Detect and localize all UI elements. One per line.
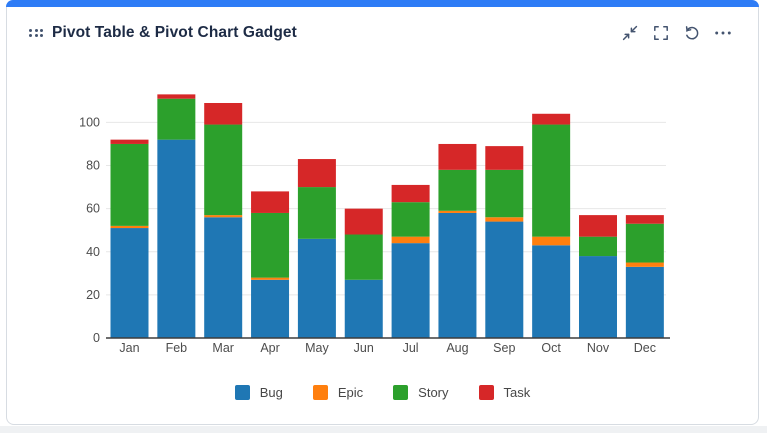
- page-background-strip: [0, 426, 767, 433]
- bar-segment-task-may[interactable]: [297, 159, 336, 188]
- more-options-button[interactable]: [714, 24, 732, 42]
- bar-segment-bug-feb[interactable]: [157, 139, 196, 338]
- x-tick-label-aug: Aug: [446, 341, 468, 355]
- y-tick-label-0: 0: [93, 331, 100, 345]
- bar-segment-task-mar[interactable]: [204, 102, 243, 125]
- bar-segment-bug-may[interactable]: [297, 238, 336, 338]
- x-tick-label-oct: Oct: [541, 341, 561, 355]
- legend-item-bug[interactable]: Bug: [234, 384, 283, 400]
- x-tick-label-jun: Jun: [354, 341, 374, 355]
- bar-segment-story-apr[interactable]: [251, 212, 290, 278]
- bar-segment-bug-mar[interactable]: [204, 217, 243, 338]
- bar-segment-task-nov[interactable]: [579, 215, 617, 237]
- bar-segment-story-jun[interactable]: [344, 234, 383, 280]
- y-tick-label-80: 80: [86, 159, 100, 173]
- refresh-icon: [685, 26, 699, 40]
- pivot-chart: Jan Feb Mar Apr May Jun Jul Aug Sep Oct Nov Dec 0 20 4…: [79, 94, 670, 355]
- bar-segment-epic-aug[interactable]: [438, 210, 477, 213]
- bar-segment-task-sep[interactable]: [485, 146, 524, 170]
- bar-segment-story-may[interactable]: [297, 187, 336, 239]
- bar-segment-story-jan[interactable]: [110, 143, 149, 226]
- legend-swatch-story: [393, 384, 409, 400]
- legend-label-task: Task: [503, 384, 531, 400]
- legend-item-task[interactable]: Task: [478, 384, 531, 400]
- bar-segment-story-sep[interactable]: [485, 169, 524, 218]
- x-tick-label-jan: Jan: [119, 341, 139, 355]
- legend-swatch-bug: [234, 384, 250, 400]
- bar-segment-epic-jan[interactable]: [110, 225, 149, 229]
- drag-handle-icon[interactable]: [29, 25, 43, 41]
- y-tick-label-100: 100: [79, 115, 100, 129]
- bar-segment-epic-sep[interactable]: [485, 217, 524, 222]
- bar-segment-bug-nov[interactable]: [579, 256, 617, 338]
- bar-segment-bug-jun[interactable]: [344, 279, 383, 338]
- legend-label-bug: Bug: [259, 384, 283, 400]
- x-tick-label-nov: Nov: [587, 341, 610, 355]
- bar-segment-epic-mar[interactable]: [204, 215, 243, 218]
- ellipsis-icon: [715, 31, 731, 35]
- bar-segment-epic-apr[interactable]: [251, 277, 290, 280]
- minimize-button[interactable]: [621, 24, 639, 42]
- bar-segment-task-feb[interactable]: [157, 94, 196, 99]
- y-tick-label-40: 40: [86, 245, 100, 259]
- legend-label-story: Story: [418, 384, 449, 400]
- bar-segment-task-jan[interactable]: [110, 139, 149, 144]
- bar-segment-task-apr[interactable]: [251, 191, 290, 213]
- bar-segment-bug-oct[interactable]: [532, 245, 571, 338]
- bar-segment-bug-dec[interactable]: [625, 266, 664, 338]
- bar-segment-task-jul[interactable]: [391, 184, 430, 203]
- gadget-accent-bar: [6, 0, 759, 7]
- gadget-header: Pivot Table & Pivot Chart Gadget: [7, 17, 758, 49]
- bar-segment-story-nov[interactable]: [579, 236, 617, 257]
- bar-segment-story-mar[interactable]: [204, 124, 243, 216]
- x-tick-label-jul: Jul: [403, 341, 419, 355]
- bar-segment-bug-jul[interactable]: [391, 243, 430, 338]
- bar-segment-story-jul[interactable]: [391, 202, 430, 237]
- pivot-gadget-card: Jan Feb Mar Apr May Jun Jul Aug Sep Oct Nov Dec 0 20 4…: [6, 0, 759, 425]
- x-tick-label-dec: Dec: [634, 341, 656, 355]
- chart-area: Jan Feb Mar Apr May Jun Jul Aug Sep Oct Nov Dec 0 20 4…: [7, 1, 760, 426]
- x-tick-label-mar: Mar: [212, 341, 234, 355]
- bar-segment-bug-aug[interactable]: [438, 212, 477, 338]
- x-tick-label-sep: Sep: [493, 341, 515, 355]
- y-tick-label-20: 20: [86, 288, 100, 302]
- x-tick-label-feb: Feb: [166, 341, 188, 355]
- y-tick-label-60: 60: [86, 202, 100, 216]
- legend-label-epic: Epic: [337, 384, 364, 400]
- bar-segment-story-oct[interactable]: [532, 124, 571, 237]
- bar-segment-epic-dec[interactable]: [625, 262, 664, 267]
- bar-segment-epic-jul[interactable]: [391, 236, 430, 244]
- fullscreen-icon: [654, 26, 668, 40]
- bar-segment-story-dec[interactable]: [625, 223, 664, 263]
- bar-segment-epic-oct[interactable]: [532, 236, 571, 246]
- bar-segment-story-feb[interactable]: [157, 98, 196, 140]
- x-tick-label-apr: Apr: [260, 341, 279, 355]
- bar-segment-task-aug[interactable]: [438, 143, 477, 170]
- bar-segment-bug-sep[interactable]: [485, 221, 524, 338]
- maximize-button[interactable]: [652, 24, 670, 42]
- chart-legend: Bug Epic Story Task: [7, 380, 758, 404]
- legend-item-epic[interactable]: Epic: [312, 384, 364, 400]
- x-tick-label-may: May: [305, 341, 329, 355]
- minimize-icon: [622, 25, 638, 41]
- legend-swatch-epic: [312, 384, 328, 400]
- bar-segment-task-oct[interactable]: [532, 113, 571, 125]
- legend-item-story[interactable]: Story: [393, 384, 449, 400]
- gadget-title: Pivot Table & Pivot Chart Gadget: [52, 24, 297, 41]
- bar-segment-bug-jan[interactable]: [110, 228, 149, 338]
- bar-segment-task-jun[interactable]: [344, 208, 383, 235]
- legend-swatch-task: [478, 384, 494, 400]
- bar-segment-bug-apr[interactable]: [251, 279, 290, 338]
- refresh-button[interactable]: [683, 24, 701, 42]
- bar-segment-task-dec[interactable]: [625, 215, 664, 224]
- bar-segment-story-aug[interactable]: [438, 169, 477, 211]
